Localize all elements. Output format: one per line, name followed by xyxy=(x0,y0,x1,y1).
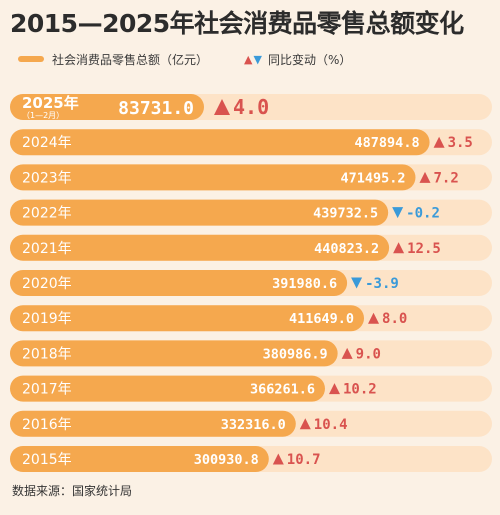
value-label: 440823.2 xyxy=(314,241,379,257)
value-label: 471495.2 xyxy=(340,170,405,186)
bar xyxy=(10,410,296,437)
change-label: 4.0 xyxy=(233,95,269,119)
change-label: 10.7 xyxy=(287,452,321,468)
down-triangle-icon xyxy=(351,277,363,289)
category-label: 2023年 xyxy=(22,170,72,186)
change-label: 10.2 xyxy=(343,382,377,398)
legend-bar-swatch xyxy=(18,56,44,62)
change-label: 12.5 xyxy=(407,241,441,257)
legend-change-label: 同比变动（%） xyxy=(267,52,352,67)
category-label: 2025年 xyxy=(22,94,79,112)
change-label: -3.9 xyxy=(365,276,399,292)
category-label: 2024年 xyxy=(22,135,72,151)
category-label: 2022年 xyxy=(22,206,72,222)
page-title: 2015—2025年社会消费品零售总额变化 xyxy=(10,9,464,38)
category-label: 2016年 xyxy=(22,417,72,433)
category-label: 2021年 xyxy=(22,241,72,257)
change-label: 8.0 xyxy=(382,311,407,327)
change-label: -0.2 xyxy=(406,206,440,222)
bar xyxy=(10,305,365,332)
up-triangle-icon xyxy=(368,312,380,324)
bar xyxy=(10,164,416,191)
down-triangle-icon xyxy=(392,207,404,219)
category-label: 2015年 xyxy=(22,452,72,468)
bar xyxy=(10,340,338,367)
source-note: 数据来源：国家统计局 xyxy=(12,484,133,498)
value-label: 300930.8 xyxy=(194,452,259,468)
up-triangle-icon xyxy=(393,242,405,254)
bar xyxy=(10,234,390,261)
category-label: 2017年 xyxy=(22,382,72,398)
value-label: 366261.6 xyxy=(250,382,315,398)
legend-bar-label: 社会消费品零售总额（亿元） xyxy=(52,52,209,67)
bar xyxy=(10,375,325,402)
change-label: 10.4 xyxy=(314,417,348,433)
value-label: 487894.8 xyxy=(355,135,420,151)
down-triangle-icon: ▼ xyxy=(253,52,262,66)
change-label: 7.2 xyxy=(433,170,458,186)
up-triangle-icon xyxy=(419,171,431,183)
category-label: 2019年 xyxy=(22,311,72,327)
up-triangle-icon: ▲ xyxy=(244,52,253,66)
category-label: 2020年 xyxy=(22,276,72,292)
value-label: 332316.0 xyxy=(221,417,286,433)
up-triangle-icon xyxy=(433,136,445,148)
value-label: 391980.6 xyxy=(272,276,337,292)
bar xyxy=(10,129,430,156)
change-label: 3.5 xyxy=(448,135,473,151)
up-triangle-icon xyxy=(299,418,311,430)
bar xyxy=(10,199,389,226)
change-label: 9.0 xyxy=(356,346,381,362)
bar xyxy=(10,270,348,296)
value-label: 439732.5 xyxy=(313,206,378,222)
up-triangle-icon xyxy=(272,453,284,465)
category-note: （1—2月） xyxy=(22,111,64,120)
category-label: 2018年 xyxy=(22,346,72,362)
bar xyxy=(10,446,269,472)
value-label: 411649.0 xyxy=(289,311,354,327)
value-label: 83731.0 xyxy=(118,98,194,119)
up-triangle-icon xyxy=(214,99,230,115)
value-label: 380986.9 xyxy=(263,346,328,362)
up-triangle-icon xyxy=(341,347,353,359)
bar xyxy=(10,94,204,120)
legend: 社会消费品零售总额（亿元） ▲ ▼ 同比变动（%） xyxy=(18,48,351,70)
bar-chart: 2025年（1—2月） 83731.0 4.0 2024年 487894.8 3.5 202… xyxy=(10,94,492,472)
up-triangle-icon xyxy=(328,383,340,395)
